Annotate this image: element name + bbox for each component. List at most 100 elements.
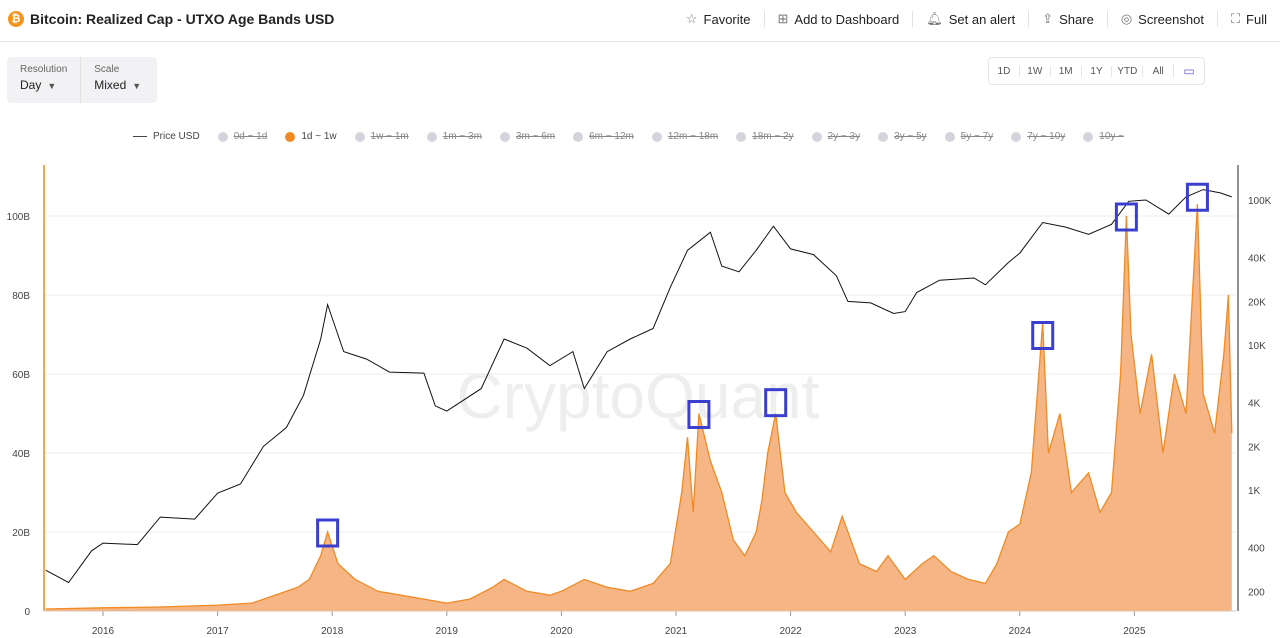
y-left-tick: 40B (12, 449, 30, 460)
fullscreen-button[interactable]: ⛶ Full (1216, 11, 1280, 27)
dot-marker-icon (573, 131, 584, 142)
x-tick: 2024 (1009, 626, 1032, 637)
series-area-1d-1w (45, 204, 1232, 611)
legend-label: 1w ~ 1m (370, 131, 409, 142)
share-button[interactable]: ⇪ Share (1028, 11, 1107, 27)
series-line-1d-1w (45, 204, 1233, 610)
range-selector: 1D 1W 1M 1Y YTD All ▭ (988, 57, 1205, 85)
highlight-box (764, 388, 788, 418)
range-all[interactable]: All (1142, 65, 1173, 77)
resolution-value: Day (20, 78, 42, 92)
legend-label: 18m ~ 2y (752, 131, 794, 142)
legend-label: 10y ~ (1099, 131, 1125, 142)
highlight-box (316, 518, 340, 548)
chart-controls: Resolution Day ▼ Scale Mixed ▼ (7, 57, 157, 103)
legend-item[interactable]: 1w ~ 1m (354, 131, 409, 142)
dot-marker-icon (651, 131, 662, 142)
scale-select[interactable]: Scale Mixed ▼ (80, 57, 154, 103)
legend-label: 7y ~ 10y (1027, 131, 1066, 142)
legend-label: 6m ~ 12m (589, 131, 634, 142)
x-tick: 2019 (436, 626, 459, 637)
legend-label: 1m ~ 3m (442, 131, 482, 142)
y-left-tick: 60B (12, 370, 30, 381)
y-right-tick: 2K (1248, 442, 1261, 453)
set-alert-label: Set an alert (948, 11, 1016, 27)
legend-item[interactable]: 2y ~ 3y (811, 131, 861, 142)
watermark: CryptoQuant (457, 360, 820, 432)
legend-item[interactable]: 3y ~ 5y (878, 131, 927, 142)
dashboard-add-icon: ⊞ (777, 11, 789, 26)
x-tick: 2023 (894, 626, 917, 637)
highlight-box (1114, 202, 1138, 232)
legend-item[interactable]: 18m ~ 2y (736, 131, 794, 142)
dot-marker-icon (944, 131, 955, 142)
y-right-tick: 200 (1248, 587, 1265, 598)
fullscreen-label: Full (1246, 11, 1267, 27)
range-1d[interactable]: 1D (997, 65, 1011, 77)
legend-item[interactable]: 6m ~ 12m (573, 131, 634, 142)
header: ₿ Bitcoin: Realized Cap - UTXO Age Bands… (0, 0, 1280, 42)
x-tick: 2020 (550, 626, 573, 637)
x-tick: 2025 (1123, 626, 1146, 637)
dot-marker-icon (736, 131, 747, 142)
scale-label: Scale (94, 64, 120, 75)
legend-item[interactable]: 1m ~ 3m (426, 131, 482, 142)
y-right-tick: 20K (1248, 297, 1266, 308)
scale-value: Mixed (94, 78, 127, 92)
bitcoin-icon: ₿ (8, 11, 24, 27)
legend-label: 3m ~ 6m (515, 131, 556, 142)
legend-item[interactable]: 1d ~ 1w (285, 131, 337, 142)
legend-item[interactable]: 10y ~ (1083, 131, 1124, 142)
add-to-dashboard-button[interactable]: ⊞ Add to Dashboard (763, 11, 913, 27)
star-icon: ☆ (685, 11, 698, 26)
favorite-button[interactable]: ☆ Favorite (673, 11, 764, 27)
dot-marker-icon (1083, 131, 1094, 142)
range-1y[interactable]: 1Y (1080, 65, 1112, 77)
y-left-tick: 100B (7, 212, 31, 223)
y-left-tick: 80B (12, 291, 30, 302)
legend-label: Price USD (153, 131, 200, 142)
highlight-box (1185, 182, 1209, 212)
favorite-label: Favorite (703, 11, 751, 27)
chevron-down-icon: ▼ (47, 81, 57, 91)
add-to-dashboard-label: Add to Dashboard (794, 11, 900, 27)
dot-marker-icon (878, 131, 889, 142)
y-right-tick: 400 (1248, 544, 1265, 555)
legend-label: 2y ~ 3y (827, 131, 861, 142)
bell-icon: 🔔︎ (926, 11, 943, 26)
dot-marker-icon (354, 131, 365, 142)
legend-item[interactable]: Price USD (133, 131, 200, 142)
legend-item[interactable]: 7y ~ 10y (1011, 131, 1065, 142)
share-icon: ⇪ (1042, 11, 1054, 26)
x-tick: 2016 (92, 626, 115, 637)
range-ytd[interactable]: YTD (1111, 65, 1142, 77)
range-1m[interactable]: 1M (1049, 65, 1081, 77)
legend-item[interactable]: 12m ~ 18m (651, 131, 719, 142)
dot-marker-icon (285, 131, 296, 142)
legend-label: 3y ~ 5y (894, 131, 927, 142)
y-right-tick: 10K (1248, 341, 1266, 352)
calendar-icon[interactable]: ▭ (1173, 64, 1204, 78)
action-bar: ☆ Favorite ⊞ Add to Dashboard 🔔︎ Set an ale… (673, 8, 1280, 30)
y-right-tick: 4K (1248, 399, 1261, 410)
legend-item[interactable]: 0d ~ 1d (217, 131, 268, 142)
dot-marker-icon (811, 131, 822, 142)
chevron-down-icon: ▼ (132, 81, 142, 91)
legend-label: 1d ~ 1w (301, 131, 337, 142)
legend-label: 12m ~ 18m (667, 131, 719, 142)
legend-label: 0d ~ 1d (233, 131, 268, 142)
resolution-select[interactable]: Resolution Day ▼ (7, 57, 80, 103)
legend-item[interactable]: 3m ~ 6m (499, 131, 556, 142)
range-1w[interactable]: 1W (1018, 65, 1050, 77)
dot-marker-icon (217, 131, 228, 142)
y-left-tick: 0 (24, 607, 30, 618)
y-left-tick: 20B (12, 528, 30, 539)
legend-item[interactable]: 5y ~ 7y (944, 131, 993, 142)
y-right-tick: 40K (1248, 254, 1266, 265)
screenshot-button[interactable]: ◎ Screenshot (1106, 11, 1217, 27)
x-tick: 2021 (665, 626, 688, 637)
screenshot-label: Screenshot (1138, 11, 1204, 27)
line-marker-icon (133, 136, 147, 137)
chart-legend: Price USD 0d ~ 1d 1d ~ 1w 1w ~ 1m 1m ~ 3m 3m … (133, 131, 1124, 142)
set-alert-button[interactable]: 🔔︎ Set an alert (912, 11, 1028, 27)
